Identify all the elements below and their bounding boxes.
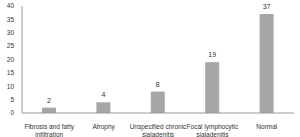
svg-text:8: 8 [156, 81, 160, 88]
svg-text:Atrophy: Atrophy [92, 123, 115, 131]
svg-text:Unspecified chronicsialadeniti: Unspecified chronicsialadenitis [130, 123, 187, 137]
svg-text:40: 40 [8, 2, 14, 9]
svg-text:Focal lymphocyticsialadenitis: Focal lymphocyticsialadenitis [187, 123, 239, 137]
svg-text:Normal: Normal [256, 123, 278, 130]
svg-text:2: 2 [47, 97, 51, 104]
svg-text:Fibrosis and fattyinfiltration: Fibrosis and fattyinfiltration [24, 123, 74, 137]
svg-text:5: 5 [10, 96, 14, 103]
svg-text:37: 37 [263, 3, 271, 10]
svg-text:20: 20 [8, 56, 14, 63]
svg-text:0: 0 [10, 109, 14, 116]
svg-text:25: 25 [8, 42, 14, 49]
svg-text:19: 19 [208, 51, 216, 58]
svg-text:35: 35 [8, 16, 14, 23]
svg-text:15: 15 [8, 69, 14, 76]
svg-text:30: 30 [8, 29, 14, 36]
svg-text:4: 4 [101, 91, 105, 98]
svg-text:10: 10 [8, 83, 14, 90]
